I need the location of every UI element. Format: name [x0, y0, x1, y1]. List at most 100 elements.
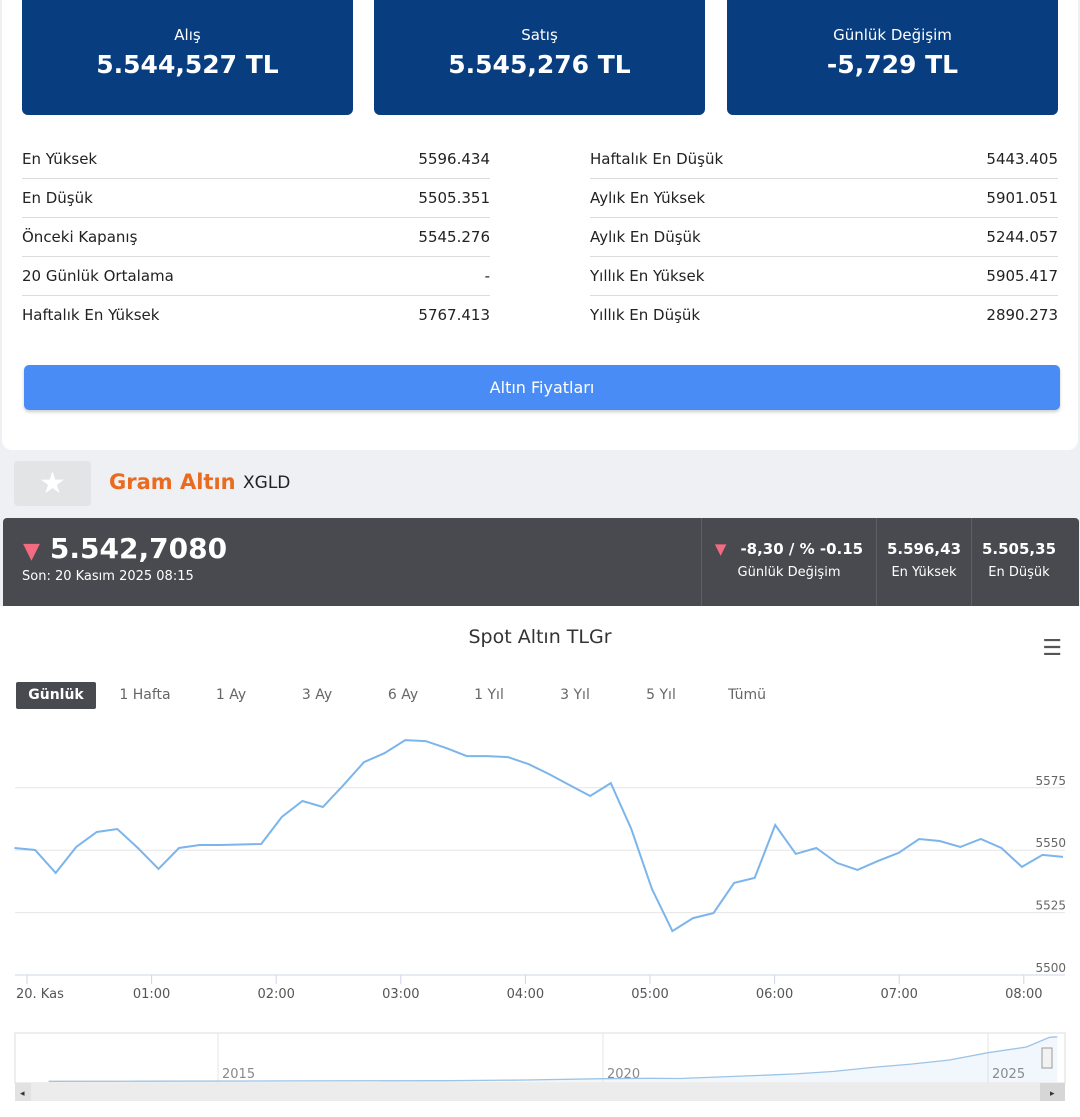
sell-label: Satış	[521, 26, 558, 44]
buy-label: Alış	[174, 26, 201, 44]
x-tick-label: 06:00	[756, 987, 793, 1002]
buy-price-box: Alış 5.544,527 TL	[22, 0, 353, 115]
high-value: 5.596,43	[886, 540, 962, 558]
low-value: 5.505,35	[981, 540, 1057, 558]
range-tab[interactable]: 1 Yıl	[474, 687, 504, 703]
scroll-left-button[interactable]	[15, 1083, 31, 1101]
navigator-area	[48, 1036, 1058, 1082]
stat-value: 5443.405	[986, 150, 1058, 168]
x-tick-label: 07:00	[880, 987, 917, 1002]
navigator-label: 2025	[992, 1067, 1025, 1082]
range-tab[interactable]: 1 Hafta	[119, 687, 171, 703]
stat-value: 5905.417	[986, 267, 1058, 285]
ticker-bar: ▼ 5.542,7080 Son: 20 Kasım 2025 08:15 ▼ -8…	[3, 518, 1079, 606]
gold-prices-button[interactable]: Altın Fiyatları	[24, 365, 1060, 410]
stat-row: Önceki Kapanış 5545.276	[22, 218, 490, 257]
x-tick-label: 20. Kas	[16, 987, 64, 1002]
stat-label: En Düşük	[22, 189, 93, 207]
stats-right: Haftalık En Düşük 5443.405 Aylık En Yüksek…	[590, 140, 1058, 335]
instrument-code: XGLD	[243, 473, 291, 493]
x-tick-label: 03:00	[382, 987, 419, 1002]
x-tick-label: 04:00	[507, 987, 544, 1002]
navigator-line	[48, 1036, 1058, 1082]
daily-change-value: -8,30 / % -0.15	[740, 540, 864, 558]
stat-row: En Düşük 5505.351	[22, 179, 490, 218]
instrument-name: Gram Altın	[109, 470, 236, 494]
price-chart: 5500 5525 5550 5575 20. Kas 01:00 02:00 03:00 04…	[14, 739, 1066, 1101]
scroll-right-button[interactable]	[1040, 1083, 1065, 1101]
stat-label: Haftalık En Düşük	[590, 150, 724, 168]
stat-label: Önceki Kapanış	[22, 228, 138, 246]
navigator-handle[interactable]	[1041, 1047, 1053, 1069]
stat-label: Aylık En Düşük	[590, 228, 701, 246]
stats-left: En Yüksek 5596.434 En Düşük 5505.351 Önceki …	[22, 140, 490, 335]
stat-value: 5901.051	[986, 189, 1058, 207]
x-tick-label: 05:00	[631, 987, 668, 1002]
high-label: En Yüksek	[891, 565, 957, 580]
stat-label: 20 Günlük Ortalama	[22, 267, 174, 285]
range-tab[interactable]: 3 Yıl	[560, 687, 590, 703]
scroll-right-arrow-icon: ▸	[1050, 1089, 1055, 1099]
daily-change-label: Günlük Değişim	[737, 565, 841, 580]
low-cell: 5.505,35 En Düşük	[971, 518, 1066, 606]
x-tick-label: 02:00	[257, 987, 294, 1002]
stat-value: -	[484, 267, 490, 285]
navigator	[14, 1032, 1066, 1084]
stat-row: Yıllık En Yüksek 5905.417	[590, 257, 1058, 296]
stat-label: En Yüksek	[22, 150, 98, 168]
y-tick-label: 5525	[1035, 899, 1066, 913]
low-label: En Düşük	[988, 565, 1050, 580]
chart-menu-icon[interactable]: ☰	[1042, 636, 1062, 661]
stat-label: Haftalık En Yüksek	[22, 306, 160, 324]
change-value: -5,729 TL	[826, 50, 959, 79]
stat-label: Yıllık En Yüksek	[590, 267, 705, 285]
stat-row: Yıllık En Düşük 2890.273	[590, 296, 1058, 335]
stat-row: En Yüksek 5596.434	[22, 140, 490, 179]
range-tab[interactable]: 1 Ay	[215, 687, 247, 703]
scrollbar[interactable]	[15, 1083, 1065, 1101]
range-tab[interactable]: Günlük	[16, 682, 96, 709]
last-update: Son: 20 Kasım 2025 08:15	[22, 569, 194, 584]
stat-value: 5767.413	[418, 306, 490, 324]
star-icon: ★	[39, 466, 66, 501]
y-tick-label: 5575	[1035, 774, 1066, 788]
stat-value: 5505.351	[418, 189, 490, 207]
navigator-label: 2015	[222, 1067, 255, 1082]
y-tick-label: 5500	[1035, 961, 1066, 975]
range-tab[interactable]: 6 Ay	[387, 687, 419, 703]
x-tick-label: 01:00	[133, 987, 170, 1002]
chart-panel: Spot Altın TLGr ☰ Günlük 1 Hafta 1 Ay 3 Ay 6…	[0, 606, 1080, 1117]
x-tick-label: 08:00	[1005, 987, 1042, 1002]
stat-row: 20 Günlük Ortalama -	[22, 257, 490, 296]
stat-row: Aylık En Yüksek 5901.051	[590, 179, 1058, 218]
high-cell: 5.596,43 En Yüksek	[876, 518, 971, 606]
range-tab[interactable]: 3 Ay	[301, 687, 333, 703]
stat-row: Haftalık En Yüksek 5767.413	[22, 296, 490, 335]
stat-value: 2890.273	[986, 306, 1058, 324]
stat-value: 5244.057	[986, 228, 1058, 246]
sell-value: 5.545,276 TL	[448, 50, 631, 79]
down-arrow-icon: ▼	[714, 540, 727, 558]
price-line	[14, 739, 1064, 933]
y-tick-label: 5550	[1035, 836, 1066, 850]
daily-change-box: Günlük Değişim -5,729 TL	[727, 0, 1058, 115]
range-selector: Günlük 1 Hafta 1 Ay 3 Ay 6 Ay 1 Yıl 3 Yıl 5 Yıl…	[16, 682, 790, 709]
scroll-left-arrow-icon: ◂	[20, 1089, 25, 1099]
stat-value: 5596.434	[418, 150, 490, 168]
current-price: 5.542,7080	[49, 532, 228, 565]
daily-change-cell: ▼ -8,30 / % -0.15 Günlük Değişim	[701, 518, 876, 606]
stat-row: Aylık En Düşük 5244.057	[590, 218, 1058, 257]
chart-title: Spot Altın TLGr	[468, 626, 612, 648]
stat-value: 5545.276	[418, 228, 490, 246]
change-label: Günlük Değişim	[833, 26, 952, 44]
range-tab[interactable]: Tümü	[727, 687, 766, 703]
price-summary-card: Alış 5.544,527 TL Satış 5.545,276 TL Günlü…	[2, 0, 1078, 450]
sell-price-box: Satış 5.545,276 TL	[374, 0, 705, 115]
stat-label: Aylık En Yüksek	[590, 189, 706, 207]
stat-label: Yıllık En Düşük	[590, 306, 701, 324]
buy-value: 5.544,527 TL	[96, 50, 279, 79]
range-tab[interactable]: 5 Yıl	[646, 687, 676, 703]
favorite-button[interactable]: ★	[14, 461, 91, 506]
stat-row: Haftalık En Düşük 5443.405	[590, 140, 1058, 179]
down-arrow-icon: ▼	[23, 539, 40, 564]
